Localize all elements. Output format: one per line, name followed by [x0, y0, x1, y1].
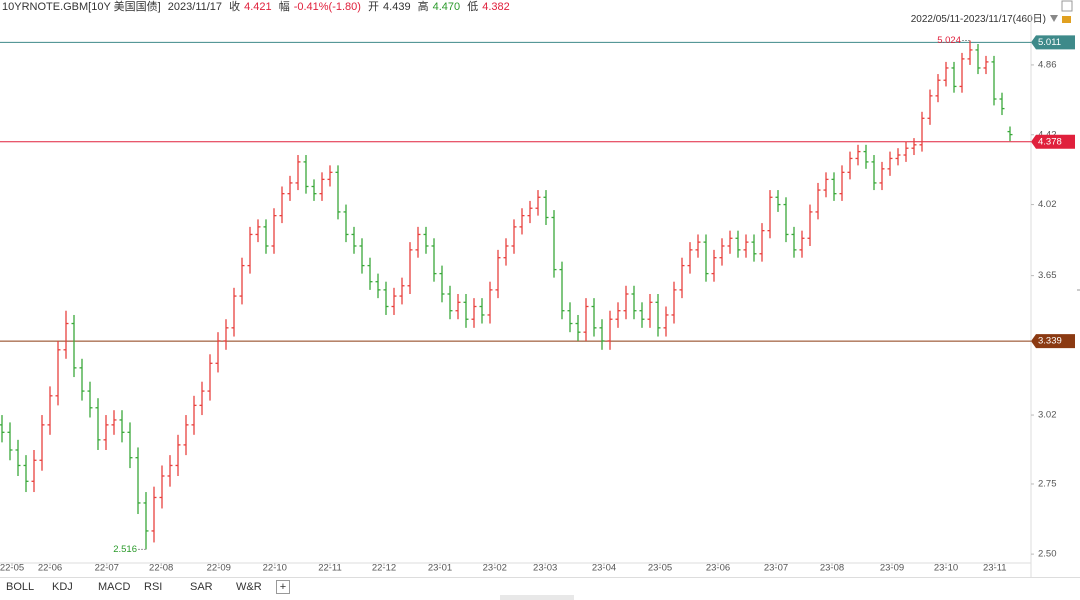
x-tick-label: 23-01 [428, 563, 452, 574]
min-annotation: 2.516 [113, 544, 137, 555]
x-tick-label: 23-10 [934, 563, 958, 574]
high: 4.470 [432, 1, 461, 13]
quote-header: 10YRNOTE.GBM[10Y 美国国债] 2023/11/17 收 4.421… [2, 0, 514, 14]
resize-handle[interactable] [500, 595, 574, 600]
x-tick-label: 23-11 [983, 563, 1007, 574]
label: 低 [467, 1, 479, 13]
y-tick-label: 2.50 [1038, 549, 1057, 560]
x-tick-label: 23-07 [764, 563, 788, 574]
y-tick-label: 3.02 [1038, 410, 1057, 421]
lock-icon[interactable] [1062, 16, 1071, 23]
indicator-tab[interactable]: SAR [190, 581, 213, 593]
open: 4.439 [383, 1, 411, 13]
indicator-tab[interactable]: BOLL [6, 581, 35, 593]
x-tick-label: 22-05 [0, 563, 24, 574]
dropdown-icon[interactable] [1050, 15, 1058, 22]
x-tick-label: 23-03 [533, 563, 557, 574]
x-tick-label: 22-09 [207, 563, 231, 574]
label: 收 [229, 1, 241, 13]
x-tick-label: 23-08 [820, 563, 844, 574]
price-tag [1031, 334, 1075, 349]
indicator-tabs: BOLL KDJ MACD RSI SAR W&R + [0, 577, 1080, 596]
close: 4.421 [244, 1, 272, 13]
x-tick-label: 23-06 [706, 563, 730, 574]
x-tick-label: 22-11 [318, 563, 342, 574]
price-tag [1031, 134, 1075, 149]
y-tick-label: 2.75 [1038, 478, 1057, 489]
x-tick-label: 23-09 [880, 563, 904, 574]
x-tick-label: 22-07 [95, 563, 119, 574]
indicator-tab[interactable]: MACD [98, 581, 131, 593]
date: 2023/11/17 [167, 1, 223, 13]
window-icon[interactable] [1061, 0, 1073, 12]
price-tag-label: 3.339 [1038, 336, 1062, 347]
date-range[interactable]: 2022/05/11-2023/11/17(460日) [910, 14, 1046, 25]
x-tick-label: 22-08 [149, 563, 173, 574]
x-tick-label: 22-06 [38, 563, 62, 574]
x-tick-label: 23-05 [648, 563, 672, 574]
symbol: 10YRNOTE.GBM[10Y 美国国债] [2, 1, 161, 13]
label: 幅 [278, 1, 290, 13]
x-tick-label: 23-04 [592, 563, 616, 574]
price-tag-label: 5.011 [1038, 37, 1061, 48]
indicator-tab[interactable]: + [276, 580, 290, 594]
price-tag-label: 4.378 [1038, 136, 1062, 147]
x-tick-label: 22-10 [263, 563, 287, 574]
y-tick-label: 4.02 [1038, 199, 1057, 210]
y-tick-label: 4.42 [1038, 129, 1057, 140]
max-annotation: 5.024 [937, 35, 961, 46]
y-tick-label: 3.65 [1038, 270, 1057, 281]
y-tick-label: 4.86 [1038, 59, 1057, 70]
label: 开 [368, 1, 380, 13]
price-tag [1031, 35, 1075, 50]
indicator-tab[interactable]: W&R [236, 581, 262, 593]
change: -0.41%(-1.80) [293, 1, 361, 13]
indicator-tab[interactable]: RSI [144, 581, 163, 593]
x-tick-label: 22-12 [372, 563, 396, 574]
indicator-tab[interactable]: KDJ [52, 581, 73, 593]
x-tick-label: 23-02 [483, 563, 507, 574]
low: 4.382 [482, 1, 510, 13]
label: 高 [417, 1, 429, 13]
